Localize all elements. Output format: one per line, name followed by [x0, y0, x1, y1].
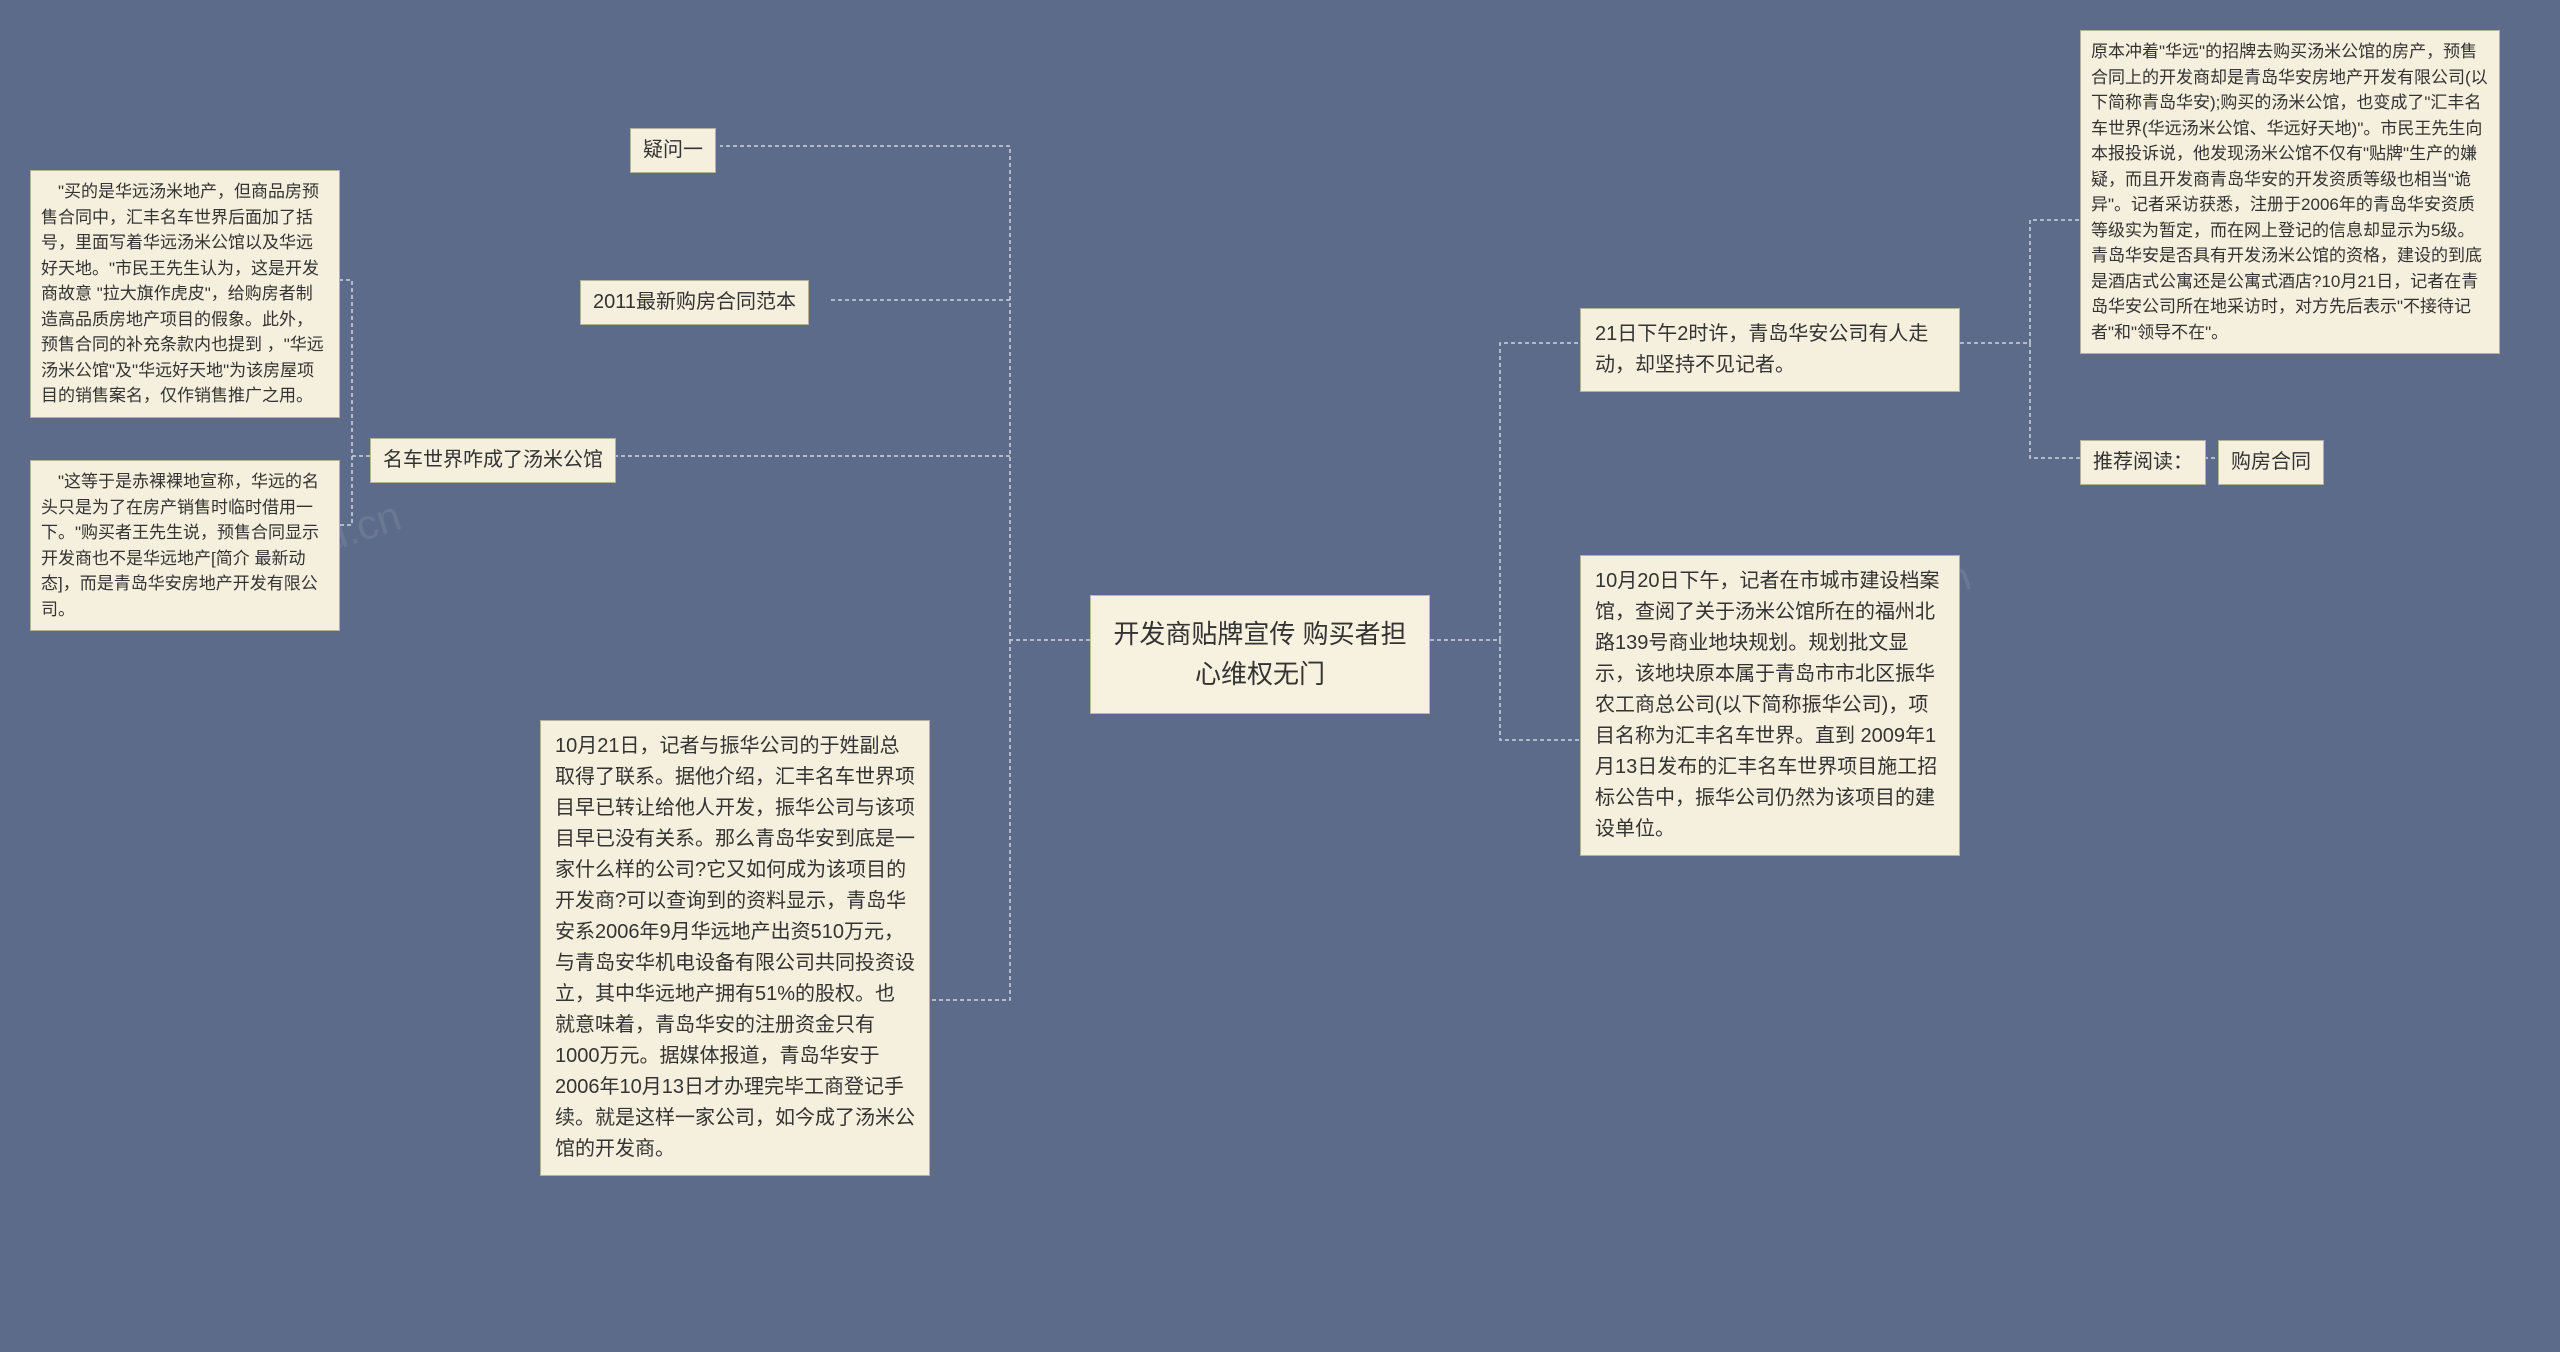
right-detail-a: 原本冲着"华远"的招牌去购买汤米公馆的房产，预售合同上的开发商却是青岛华安房地产…: [2080, 30, 2500, 354]
left-detail-b: "这等于是赤裸裸地宣称，华远的名头只是为了在房产销售时临时借用一下。"购买者王先…: [30, 460, 340, 631]
center-line2: 心维权无门: [1111, 654, 1409, 694]
center-topic: 开发商贴牌宣传 购买者担 心维权无门: [1090, 595, 1430, 714]
left-car-world: 名车世界咋成了汤米公馆: [370, 438, 616, 483]
right-recommend-link[interactable]: 购房合同: [2218, 440, 2324, 485]
left-oct21-report: 10月21日，记者与振华公司的于姓副总取得了联系。据他介绍，汇丰名车世界项目早已…: [540, 720, 930, 1176]
right-recommend-label: 推荐阅读：: [2080, 440, 2206, 485]
right-oct20-report: 10月20日下午，记者在市城市建设档案馆，查阅了关于汤米公馆所在的福州北路139…: [1580, 555, 1960, 856]
center-line1: 开发商贴牌宣传 购买者担: [1111, 614, 1409, 654]
left-q1: 疑问一: [630, 128, 716, 173]
right-21pm: 21日下午2时许，青岛华安公司有人走动，却坚持不见记者。: [1580, 308, 1960, 392]
left-detail-a: "买的是华远汤米地产，但商品房预售合同中，汇丰名车世界后面加了括号，里面写着华远…: [30, 170, 340, 418]
left-contract-template: 2011最新购房合同范本: [580, 280, 809, 325]
